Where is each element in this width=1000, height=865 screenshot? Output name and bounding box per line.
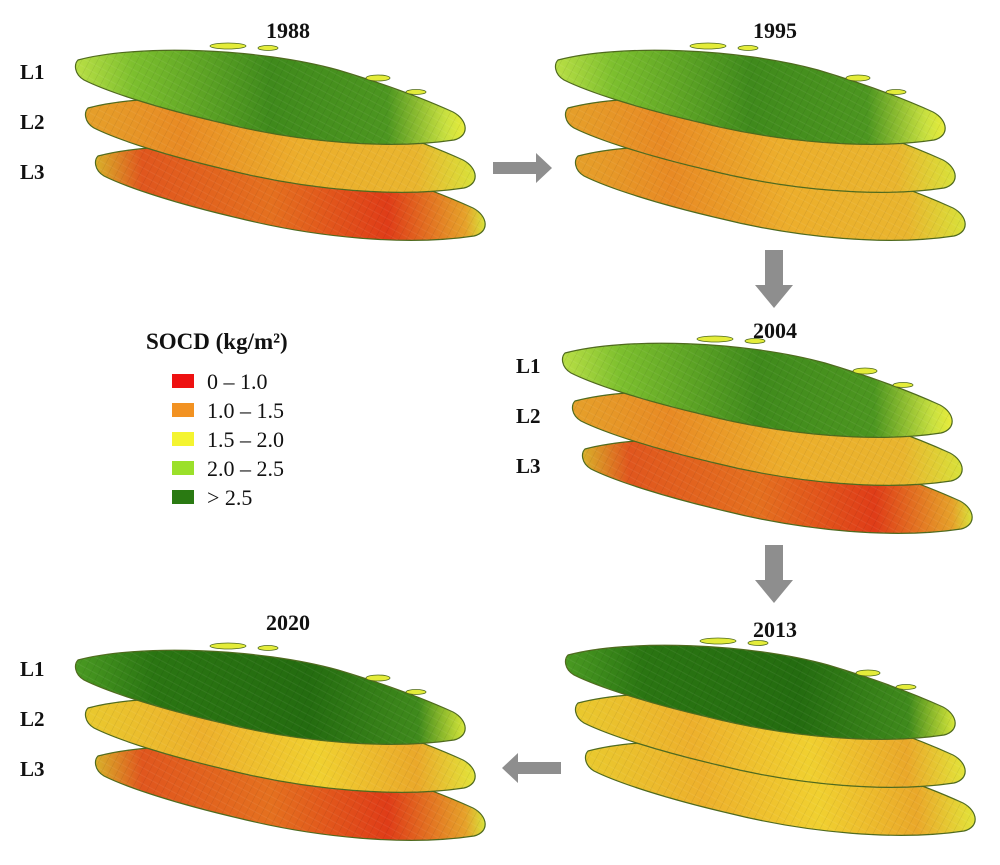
arrow-down-icon — [755, 250, 793, 308]
layer-label-l3: L3 — [20, 160, 45, 184]
year-title: 1988 — [266, 18, 310, 43]
layer-label-l2: L2 — [516, 404, 541, 428]
year-title: 2020 — [266, 610, 310, 635]
flow-arrows — [493, 153, 793, 783]
arrow-right-icon — [493, 153, 552, 183]
legend-label: 1.0 – 1.5 — [207, 398, 284, 423]
legend-swatch — [172, 490, 194, 504]
year-title: 2013 — [753, 617, 797, 642]
legend-label: 2.0 – 2.5 — [207, 456, 284, 481]
legend-label: 1.5 – 2.0 — [207, 427, 284, 452]
panel-1995: 1995 — [689, 18, 907, 95]
legend-label: > 2.5 — [207, 485, 252, 510]
panel-2013: 2013 — [699, 617, 917, 690]
islets — [696, 335, 914, 388]
legend-swatch — [172, 403, 194, 417]
layer-label-l1: L1 — [20, 657, 45, 681]
islets — [699, 637, 917, 690]
arrow-down-icon — [755, 545, 793, 603]
year-title: 1995 — [753, 18, 797, 43]
legend-items: 0 – 1.0 1.0 – 1.5 1.5 – 2.0 2.0 – 2.5 > 2.5 — [172, 369, 284, 510]
islets — [689, 42, 907, 95]
legend: SOCD (kg/m²) 0 – 1.0 1.0 – 1.5 1.5 – 2.0 2.… — [146, 329, 288, 510]
layer-label-l1: L1 — [516, 354, 541, 378]
legend-swatch — [172, 461, 194, 475]
legend-swatch — [172, 374, 194, 388]
layer-label-l1: L1 — [20, 60, 45, 84]
islets — [209, 642, 427, 695]
layer-label-l3: L3 — [20, 757, 45, 781]
legend-label: 0 – 1.0 — [207, 369, 268, 394]
legend-title: SOCD (kg/m²) — [146, 329, 288, 354]
arrow-left-icon — [502, 753, 561, 783]
layer-label-l3: L3 — [516, 454, 541, 478]
islets — [209, 42, 427, 95]
layer-label-l2: L2 — [20, 707, 45, 731]
layer-label-l2: L2 — [20, 110, 45, 134]
panel-2020: 2020 L1 L2 L3 — [20, 610, 427, 781]
legend-swatch — [172, 432, 194, 446]
panel-1988: 1988 L1 L2 L3 — [20, 18, 427, 184]
